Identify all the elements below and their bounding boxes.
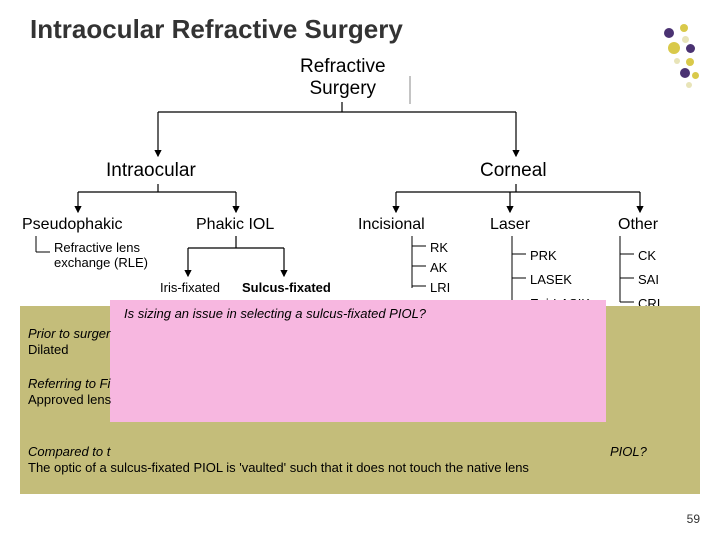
leaf-lri: LRI bbox=[430, 280, 450, 295]
node-laser: Laser bbox=[490, 216, 530, 234]
para3-line1-tail: PIOL? bbox=[610, 444, 647, 459]
node-intraocular: Intraocular bbox=[106, 160, 196, 182]
para1-line2: Dilated bbox=[28, 342, 68, 357]
page-number: 59 bbox=[687, 512, 700, 526]
node-phakic-iol: Phakic IOL bbox=[196, 216, 274, 234]
leaf-sai: SAI bbox=[638, 272, 659, 287]
node-corneal: Corneal bbox=[480, 160, 547, 182]
leaf-rle-line2: exchange (RLE) bbox=[54, 255, 148, 270]
node-pseudophakic: Pseudophakic bbox=[22, 216, 123, 234]
leaf-lasek: LASEK bbox=[530, 272, 572, 287]
slide-title: Intraocular Refractive Surgery bbox=[0, 0, 720, 45]
subtitle-line2: Surgery bbox=[310, 78, 377, 99]
leaf-sulcus-fixated: Sulcus-fixated bbox=[242, 280, 331, 295]
para2-line1: Referring to Fi bbox=[28, 376, 110, 391]
decorative-dots bbox=[624, 24, 704, 104]
para3-line1: Compared to t bbox=[28, 444, 110, 459]
question-text: Is sizing an issue in selecting a sulcus… bbox=[124, 306, 426, 321]
node-other: Other bbox=[618, 216, 658, 234]
node-incisional: Incisional bbox=[358, 216, 425, 234]
para3-line2: The optic of a sulcus-fixated PIOL is 'v… bbox=[28, 460, 529, 475]
para1-line1: Prior to surger bbox=[28, 326, 110, 341]
leaf-ck: CK bbox=[638, 248, 656, 263]
leaf-rk: RK bbox=[430, 240, 448, 255]
leaf-rle-line1: Refractive lens bbox=[54, 240, 140, 255]
leaf-iris-fixated: Iris-fixated bbox=[160, 280, 220, 295]
subtitle: Refractive Surgery bbox=[300, 56, 386, 100]
leaf-ak: AK bbox=[430, 260, 447, 275]
leaf-rle: Refractive lens exchange (RLE) bbox=[54, 240, 148, 270]
leaf-prk: PRK bbox=[530, 248, 557, 263]
para2-line2: Approved lens bbox=[28, 392, 111, 407]
subtitle-line1: Refractive bbox=[300, 56, 386, 77]
